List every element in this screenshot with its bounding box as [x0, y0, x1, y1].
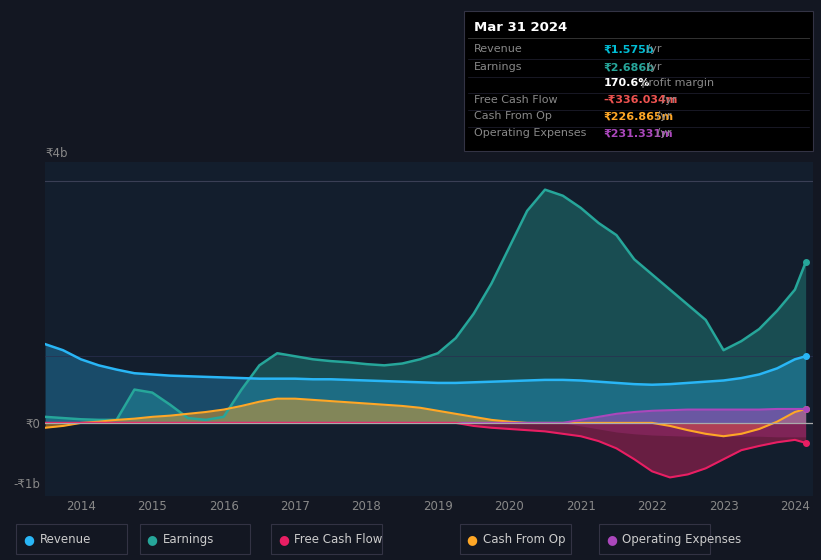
Text: ₹1.575b: ₹1.575b	[603, 44, 654, 54]
Text: ₹2.686b: ₹2.686b	[603, 62, 654, 72]
Text: -₹336.034m: -₹336.034m	[603, 95, 678, 105]
Text: Earnings: Earnings	[163, 533, 214, 546]
Text: Revenue: Revenue	[474, 44, 522, 54]
Text: /yr: /yr	[643, 62, 662, 72]
Text: ●: ●	[466, 533, 478, 546]
Text: ●: ●	[277, 533, 289, 546]
Text: Free Cash Flow: Free Cash Flow	[294, 533, 383, 546]
Text: Operating Expenses: Operating Expenses	[474, 128, 586, 138]
Text: Free Cash Flow: Free Cash Flow	[474, 95, 557, 105]
Text: ₹4b: ₹4b	[45, 147, 67, 160]
Text: ●: ●	[23, 533, 34, 546]
Text: 170.6%: 170.6%	[603, 78, 649, 88]
Text: ●: ●	[146, 533, 158, 546]
Text: /yr: /yr	[643, 44, 662, 54]
Text: ₹226.865m: ₹226.865m	[603, 111, 673, 122]
Text: ●: ●	[606, 533, 617, 546]
Text: Operating Expenses: Operating Expenses	[622, 533, 741, 546]
Text: /yr: /yr	[654, 111, 672, 122]
Text: Cash From Op: Cash From Op	[483, 533, 565, 546]
Text: ₹231.331m: ₹231.331m	[603, 128, 673, 138]
Text: /yr: /yr	[658, 95, 677, 105]
Text: Revenue: Revenue	[39, 533, 91, 546]
Text: profit margin: profit margin	[638, 78, 714, 88]
Text: Earnings: Earnings	[474, 62, 522, 72]
Text: Cash From Op: Cash From Op	[474, 111, 552, 122]
Text: /yr: /yr	[654, 128, 672, 138]
Text: Mar 31 2024: Mar 31 2024	[474, 21, 567, 34]
